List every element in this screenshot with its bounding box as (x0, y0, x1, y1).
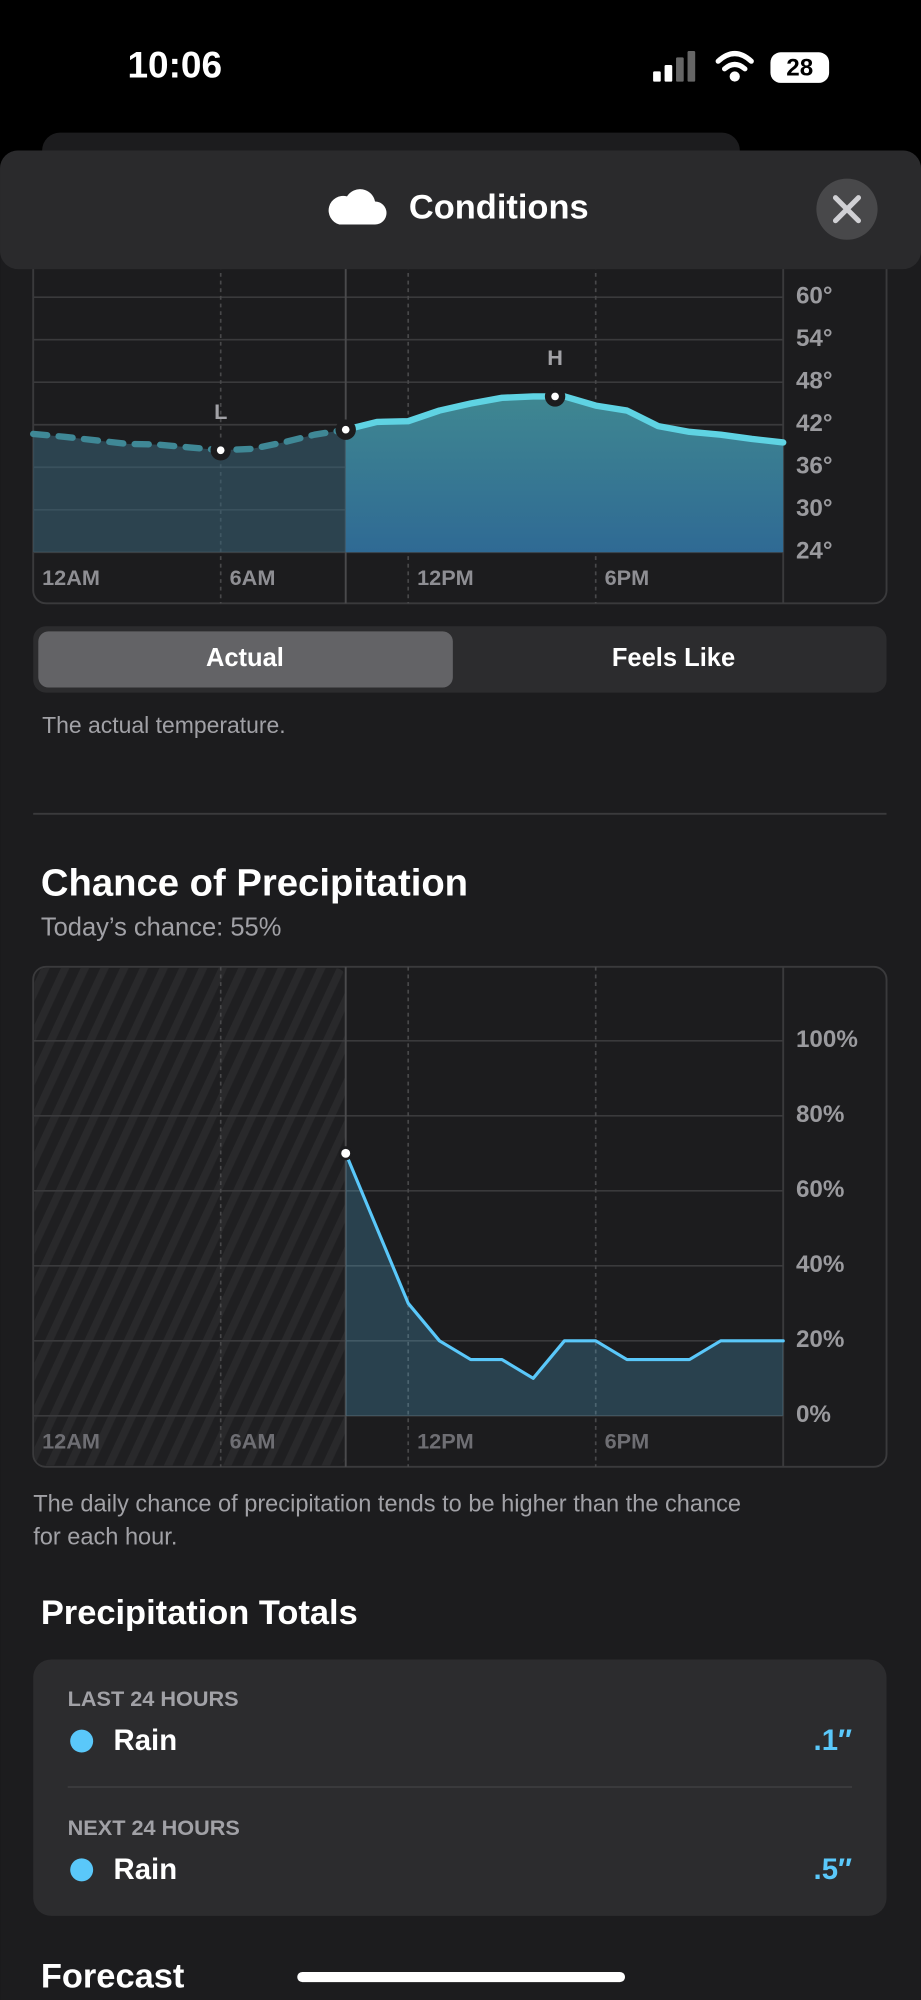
section-title: Precipitation Totals (41, 1594, 358, 1632)
y-tick-label: 20% (796, 1326, 844, 1353)
signal (653, 51, 696, 82)
header-title: Conditions (409, 188, 589, 226)
period-label: LAST 24 HOURS (68, 1686, 239, 1711)
y-tick-label: 0% (796, 1401, 831, 1428)
wifi (715, 51, 754, 82)
segment[interactable]: Feels Like (612, 644, 735, 672)
cloud-icon (328, 189, 387, 225)
section-title: Chance of Precipitation (41, 861, 468, 904)
y-tick-label: 60° (796, 283, 833, 310)
segment-selected (38, 631, 453, 688)
now-point-core (341, 425, 350, 434)
now-point (338, 1146, 353, 1161)
header-bar (0, 150, 921, 270)
precipitation-chart: 100% 80% 60% 40% 20% 0% 12AM 6AM 12PM 6PM (32, 965, 888, 1468)
footnote: for each hour. (33, 1523, 177, 1549)
clock: 10:06 (128, 44, 223, 85)
annotation-label: H (547, 345, 563, 370)
x-tick-label: 12PM (417, 1428, 474, 1453)
annotation-label: L (214, 399, 227, 424)
segment[interactable]: Actual (206, 644, 284, 672)
precip-amount: .1″ (814, 1724, 853, 1757)
x-tick-label: 6PM (605, 565, 650, 590)
x-tick-label: 6AM (230, 1428, 276, 1453)
y-tick-label: 36° (796, 453, 833, 480)
period-label: NEXT 24 HOURS (68, 1815, 240, 1840)
battery-level: 28 (786, 54, 813, 81)
y-tick-label: 30° (796, 495, 833, 522)
home-indicator (297, 1971, 626, 1983)
temperature-chart: 60° 54° 48° 42° 36° 30° 24° 12AM 6AM 12PM 6PM L H (30, 241, 888, 605)
battery (770, 52, 830, 83)
x-tick-label: 6AM (230, 565, 276, 590)
x-tick-label: 6PM (605, 1428, 650, 1453)
annotation-core (216, 446, 225, 455)
y-tick-label: 40% (796, 1251, 844, 1278)
y-tick-label: 100% (796, 1026, 858, 1053)
subtitle: Today’s chance: 55% (41, 913, 282, 941)
y-tick-label: 24° (796, 538, 833, 565)
section-title: Forecast (41, 1957, 185, 1995)
precip-type: Rain (114, 1853, 178, 1886)
line (344, 1151, 785, 1380)
rain-dot (70, 1729, 94, 1753)
line (30, 426, 349, 454)
y-tick-label: 80% (796, 1101, 844, 1128)
precip-type: Rain (114, 1724, 178, 1757)
area (33, 429, 346, 553)
y-tick-label: 60% (796, 1176, 844, 1203)
x-tick-label: 12AM (42, 1428, 100, 1453)
y-tick-label: 42° (796, 410, 833, 437)
area (345, 396, 784, 553)
footnote: The daily chance of precipitation tends … (33, 1490, 741, 1516)
area (345, 1153, 784, 1416)
close-button[interactable] (816, 178, 878, 240)
rain-dot (70, 1858, 94, 1882)
description: The actual temperature. (42, 712, 286, 738)
y-tick-label: 54° (796, 325, 833, 352)
y-tick-label: 48° (796, 368, 833, 395)
x-tick-label: 12PM (417, 565, 474, 590)
past-region (34, 968, 346, 1466)
annotation-core (551, 392, 559, 401)
x-tick-label: 12AM (42, 565, 100, 590)
precip-amount: .5″ (814, 1853, 853, 1886)
